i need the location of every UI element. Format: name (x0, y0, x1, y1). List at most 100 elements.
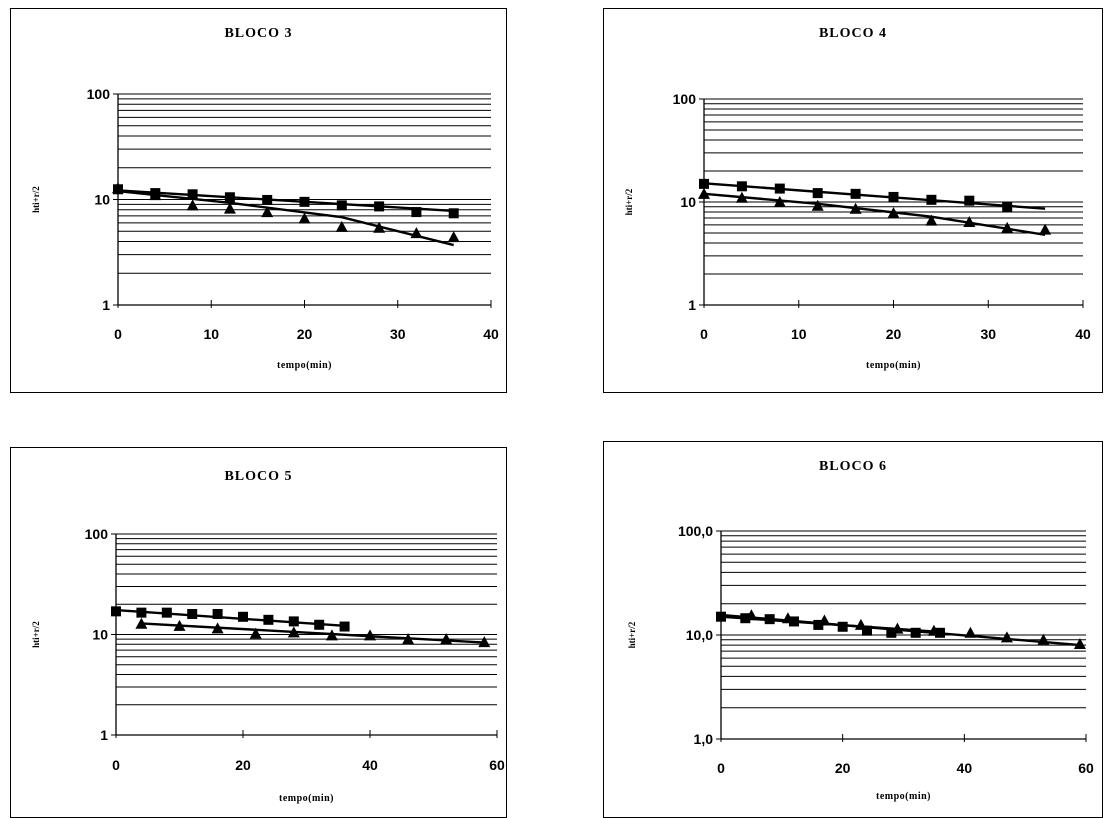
data-point-triangle (887, 207, 900, 219)
chart-bloco-5: 1 10 100 0 20 40 60 BLOCO 5 tempo(min) hti+r/2 (31, 469, 505, 804)
x-tick-label: 0 (700, 326, 708, 342)
data-point-triangle (173, 619, 186, 631)
chart-title: BLOCO 6 (819, 459, 887, 474)
data-point-triangle (211, 622, 224, 634)
x-tick-label: 40 (362, 757, 378, 773)
data-point-square (448, 208, 459, 219)
data-point-square (224, 192, 235, 203)
data-point-square (888, 191, 899, 202)
chart-panel-bloco-4: 1 10 100 0 10 20 30 40 BLOCO 4 tempo(min) hti+r/2 (603, 8, 1103, 393)
chart-panel-bloco-6: 1,0 10,0 100,0 0 20 40 60 BLOCO 6 tempo(min) hti+… (603, 441, 1103, 818)
data-point-square (964, 195, 975, 206)
chart-bloco-3: 1 10 100 0 10 20 30 40 BLOCO 3 tempo(min) hti+r/2 (31, 26, 499, 371)
data-point-square (740, 613, 751, 624)
data-point-triangle (698, 187, 710, 199)
data-point-triangle (963, 215, 976, 227)
data-point-triangle (735, 191, 748, 203)
data-point-square (299, 196, 310, 207)
data-point-triangle (773, 196, 786, 207)
data-point-square (136, 607, 147, 618)
x-tick-label: 30 (390, 326, 406, 342)
y-tick-label: 1 (100, 727, 108, 743)
x-tick-label: 20 (297, 326, 313, 342)
chart-panel-bloco-5: 1 10 100 0 20 40 60 BLOCO 5 tempo(min) hti+r/2 (10, 447, 507, 818)
data-point-square (774, 183, 785, 194)
trend-line-square (117, 189, 454, 213)
data-point-triangle (440, 633, 453, 645)
y-axis-label: hti+r/2 (624, 188, 634, 215)
data-point-triangle (402, 633, 415, 645)
x-tick-label: 0 (114, 326, 122, 342)
trend-line-square (703, 182, 1046, 210)
data-point-square (374, 201, 385, 212)
data-point-square (314, 619, 325, 630)
data-point-triangle (818, 614, 831, 626)
data-point-triangle (1037, 633, 1050, 645)
trend-line-triangle (117, 189, 454, 247)
data-point-triangle (186, 199, 199, 211)
data-point-triangle (410, 227, 423, 239)
x-axis-label: tempo(min) (866, 360, 921, 371)
data-point-square (850, 188, 861, 199)
x-tick-label: 20 (235, 757, 251, 773)
data-point-square (111, 606, 121, 617)
chart-title: BLOCO 4 (819, 26, 887, 41)
x-tick-label: 40 (483, 326, 499, 342)
data-point-triangle (1000, 631, 1013, 643)
y-tick-label: 100,0 (678, 523, 713, 539)
data-point-triangle (854, 618, 867, 630)
y-axis-label: hti+r/2 (31, 186, 41, 213)
y-axis-label: hti+r/2 (627, 621, 637, 648)
data-point-square (926, 194, 937, 205)
data-point-triangle (1001, 221, 1014, 233)
data-point-square (1002, 201, 1013, 212)
x-tick-label: 10 (203, 326, 219, 342)
y-tick-label: 1 (688, 297, 696, 313)
data-point-square (910, 627, 921, 638)
data-point-square (716, 611, 726, 622)
trend-line-triangle (703, 192, 1046, 236)
data-point-triangle (891, 622, 904, 634)
data-point-square (837, 621, 848, 632)
data-point-triangle (925, 214, 938, 226)
y-tick-label: 10 (680, 194, 696, 210)
data-point-square (813, 619, 824, 630)
data-point-triangle (112, 182, 124, 194)
y-tick-label: 10,0 (686, 627, 713, 643)
x-tick-label: 30 (980, 326, 996, 342)
data-point-triangle (781, 612, 794, 624)
x-axis-label: tempo(min) (279, 793, 334, 804)
y-tick-label: 100 (87, 86, 111, 102)
data-point-square (288, 616, 299, 627)
x-tick-label: 0 (717, 760, 725, 776)
data-point-triangle (927, 624, 940, 636)
data-point-square (187, 608, 198, 619)
data-point-triangle (249, 627, 262, 639)
data-point-triangle (261, 206, 274, 218)
data-point-triangle (287, 626, 300, 638)
data-point-square (411, 207, 422, 218)
x-axis-label: tempo(min) (876, 791, 931, 802)
chart-bloco-6: 1,0 10,0 100,0 0 20 40 60 BLOCO 6 tempo(min) hti+… (627, 459, 1094, 802)
x-tick-label: 40 (957, 760, 973, 776)
data-point-triangle (364, 629, 376, 641)
data-point-square (812, 188, 823, 199)
data-point-triangle (811, 199, 824, 211)
data-point-triangle (478, 636, 491, 648)
data-point-triangle (447, 231, 460, 243)
data-point-square (336, 200, 347, 211)
data-point-triangle (335, 220, 348, 232)
data-point-triangle (135, 617, 148, 629)
trend-line-square (115, 608, 345, 627)
x-tick-label: 40 (1075, 326, 1091, 342)
data-point-triangle (1073, 637, 1086, 649)
data-point-square (238, 611, 248, 622)
trend-line-triangle (141, 622, 485, 644)
y-tick-label: 10 (92, 627, 108, 643)
chart-title: BLOCO 5 (224, 469, 292, 484)
data-point-square (161, 607, 172, 618)
data-point-triangle (149, 189, 162, 201)
chart-bloco-4: 1 10 100 0 10 20 30 40 BLOCO 4 tempo(min) hti+r/2 (624, 26, 1091, 371)
data-point-square (187, 189, 198, 200)
x-tick-label: 60 (1078, 760, 1094, 776)
